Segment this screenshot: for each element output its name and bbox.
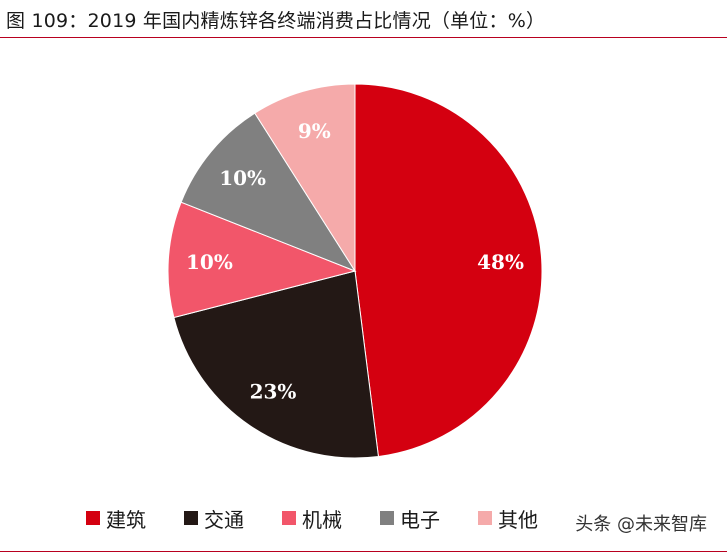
legend-label: 交通 <box>204 507 244 532</box>
legend-swatch <box>478 511 492 525</box>
title-divider <box>0 37 727 38</box>
legend-swatch <box>282 511 296 525</box>
slice-label-4: 10% <box>219 166 266 190</box>
legend-item-2: 交通 <box>184 504 244 533</box>
legend-item-4: 电子 <box>380 504 440 533</box>
legend-label: 其他 <box>498 507 538 532</box>
pie-slice-2 <box>173 270 379 459</box>
footer-divider <box>0 551 727 552</box>
legend-swatch <box>184 511 198 525</box>
legend-item-5: 其他 <box>478 504 538 533</box>
page-title: 图 109：2019 年国内精炼锌各终端消费占比情况（单位：%） <box>6 10 546 32</box>
legend-item-1: 建筑 <box>86 504 146 533</box>
legend-swatch <box>86 511 100 525</box>
watermark: 头条 @未来智库 <box>571 510 711 536</box>
slice-label-1: 48% <box>477 250 524 274</box>
legend-label: 建筑 <box>106 507 146 532</box>
pie-slice-5 <box>254 83 356 273</box>
legend-swatch <box>380 511 394 525</box>
legend-label: 机械 <box>302 507 342 532</box>
pie-slices <box>167 83 543 459</box>
slice-label-3: 10% <box>186 250 233 274</box>
chart-legend: 建筑 交通 机械 电子 其他 <box>86 503 576 533</box>
legend-item-3: 机械 <box>282 504 342 533</box>
slice-label-5: 9% <box>298 119 331 143</box>
pie-chart: 48% 23% 10% 10% 9% <box>167 83 543 459</box>
pie-slice-3 <box>167 201 357 319</box>
slice-label-2: 23% <box>250 380 297 404</box>
pie-slice-1 <box>354 83 543 458</box>
pie-labels: 48% 23% 10% 10% 9% <box>186 119 524 404</box>
legend-label: 电子 <box>400 507 440 532</box>
pie-slice-4 <box>180 112 357 273</box>
